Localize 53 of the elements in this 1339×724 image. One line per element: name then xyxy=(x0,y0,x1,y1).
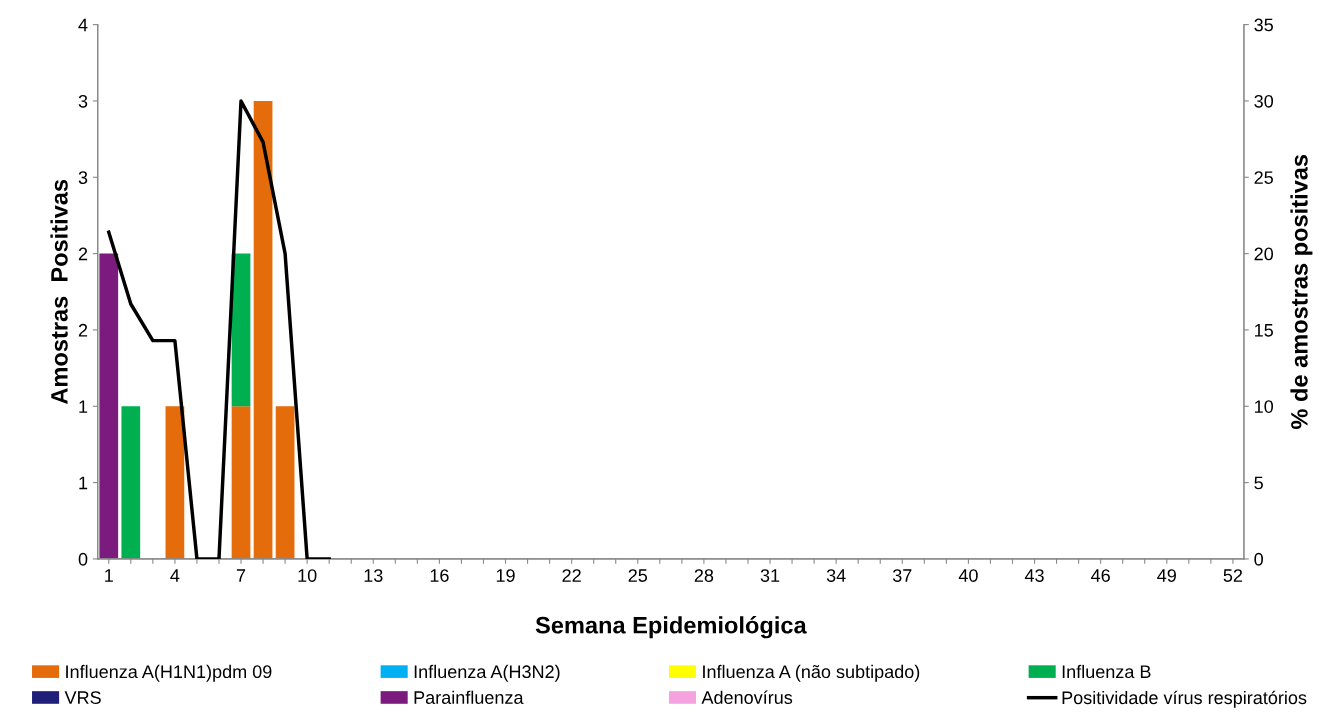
x-tick-label: 19 xyxy=(496,569,515,582)
y-tick-label: 3 xyxy=(78,171,88,184)
y-tick-label: 1 xyxy=(79,476,88,490)
bar xyxy=(231,253,251,407)
y2-tick-label: 10 xyxy=(1255,400,1274,413)
legend-label: Parainfluenza xyxy=(414,690,524,704)
x-tick-label: 31 xyxy=(760,569,780,582)
y2-tick-label: 5 xyxy=(1254,476,1263,490)
legend-label: Influenza A (não subtipado) xyxy=(703,664,920,682)
bar xyxy=(165,406,185,559)
legend-label: Influenza A(H3N2) xyxy=(414,664,560,682)
x-tick-label: 16 xyxy=(430,569,449,582)
x-tick-label: 43 xyxy=(1024,569,1044,582)
y2-tick-label: 30 xyxy=(1254,94,1274,108)
y2-tick-label: 25 xyxy=(1254,171,1273,184)
legend-label: Adenovírus xyxy=(701,690,793,704)
y2-tick-label: 20 xyxy=(1254,247,1274,261)
line-series xyxy=(107,99,331,559)
x-tick-label: 37 xyxy=(892,569,912,582)
y2-tick-label: 0 xyxy=(1254,552,1263,566)
x-tick-label: 7 xyxy=(236,569,246,582)
bar xyxy=(121,406,141,559)
y-axis-title: Amostras Positivas xyxy=(50,179,68,405)
x-tick-label: 46 xyxy=(1091,569,1110,582)
x-axis-title: Semana Epidemiológica xyxy=(535,616,807,639)
y2-tick-label: 15 xyxy=(1255,324,1273,337)
y-tick-label: 4 xyxy=(78,18,88,32)
x-tick-label: 1 xyxy=(105,569,113,582)
y-tick-label: 2 xyxy=(78,323,88,337)
x-tick-label: 22 xyxy=(562,569,581,582)
x-tick-label: 4 xyxy=(170,569,180,582)
x-tick-label: 34 xyxy=(826,569,846,582)
y-tick-label: 3 xyxy=(78,94,88,108)
bar xyxy=(253,100,273,559)
y-tick-label: 2 xyxy=(78,247,88,261)
x-tick-label: 28 xyxy=(694,569,714,582)
y-tick-label: 0 xyxy=(78,552,88,566)
legend-label: Positividade vírus respiratórios xyxy=(1062,690,1307,708)
bar xyxy=(275,406,295,559)
legend-label: Influenza B xyxy=(1062,664,1151,679)
y2-tick-label: 35 xyxy=(1254,18,1273,32)
legend-label: Influenza A(H1N1)pdm 09 xyxy=(66,664,272,682)
legend-label: VRS xyxy=(64,691,101,704)
x-tick-label: 25 xyxy=(628,569,648,582)
x-tick-label: 10 xyxy=(298,569,317,582)
x-tick-label: 40 xyxy=(958,569,978,582)
y2-axis-title: % de amostras positivas xyxy=(1290,154,1313,429)
bar xyxy=(99,253,119,559)
x-tick-label: 13 xyxy=(364,569,383,582)
y-tick-label: 1 xyxy=(79,400,88,413)
bar xyxy=(231,406,251,559)
x-tick-label: 49 xyxy=(1157,569,1176,582)
x-tick-label: 52 xyxy=(1223,569,1243,582)
